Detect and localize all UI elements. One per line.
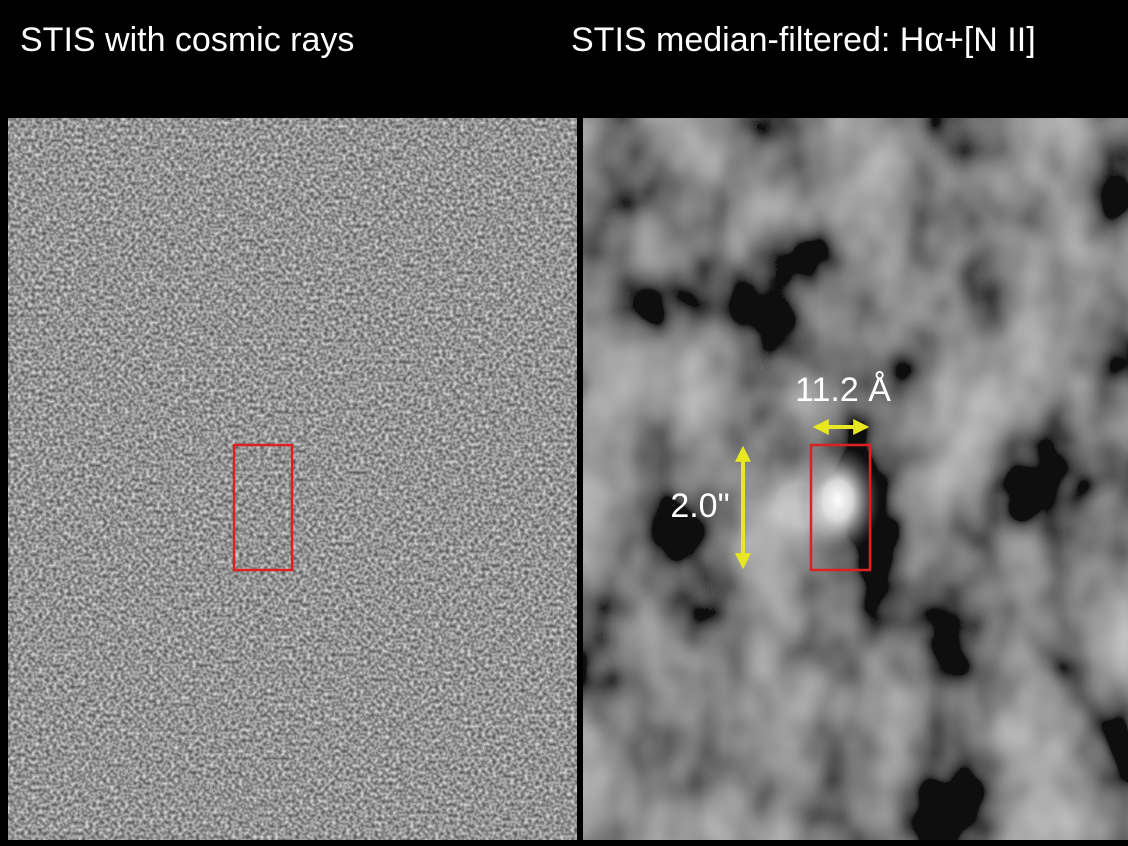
page: 11.2 Å 2.0" STIS with cosmic rays STIS m… [0, 0, 1128, 846]
panel-title: STIS median-filtered: Hα+[N II] [571, 21, 1036, 59]
emission-core [796, 445, 880, 555]
panel-title: STIS with cosmic rays [20, 21, 354, 59]
height-label: 2.0" [670, 487, 729, 525]
figure: 11.2 Å 2.0" STIS with cosmic rays STIS m… [0, 0, 1128, 846]
width-label: 11.2 Å [795, 371, 891, 409]
